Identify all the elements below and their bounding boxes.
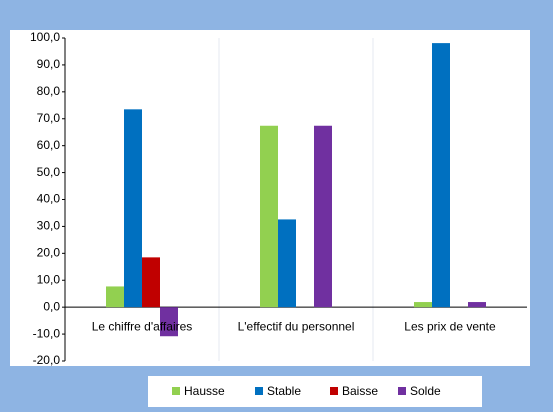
- y-tick-label: 10,0: [37, 272, 61, 286]
- x-tick-label: Le chiffre d'affaires: [92, 319, 193, 333]
- legend-box: [148, 376, 482, 407]
- legend-label: Solde: [410, 384, 441, 398]
- y-tick-label: 70,0: [37, 111, 61, 125]
- y-tick-label: 90,0: [37, 57, 61, 71]
- y-tick-label: 30,0: [37, 219, 61, 233]
- legend-swatch: [172, 387, 180, 395]
- y-tick-label: 80,0: [37, 84, 61, 98]
- legend-swatch: [330, 387, 338, 395]
- legend-swatch: [398, 387, 406, 395]
- bar: [142, 257, 160, 308]
- bar: [260, 125, 278, 308]
- legend-label: Stable: [267, 384, 301, 398]
- y-tick-label: 40,0: [37, 192, 61, 206]
- legend-label: Hausse: [184, 384, 225, 398]
- bar: [124, 109, 142, 308]
- y-tick-label: 50,0: [37, 165, 61, 179]
- bar: [160, 307, 178, 337]
- bar: [432, 43, 450, 308]
- bar: [278, 219, 296, 308]
- bar: [414, 302, 432, 308]
- y-tick-label: -20,0: [33, 353, 61, 367]
- legend-swatch: [255, 387, 263, 395]
- legend-label: Baisse: [342, 384, 378, 398]
- bar: [106, 286, 124, 308]
- bar: [468, 302, 486, 308]
- bar: [314, 125, 332, 308]
- x-tick-label: Les prix de vente: [404, 319, 496, 333]
- y-tick-label: 60,0: [37, 138, 61, 152]
- y-tick-label: 100,0: [30, 30, 60, 44]
- y-tick-label: 0,0: [43, 299, 60, 313]
- y-tick-label: 20,0: [37, 246, 61, 260]
- y-tick-label: -10,0: [33, 326, 61, 340]
- x-tick-label: L'effectif du personnel: [238, 319, 355, 333]
